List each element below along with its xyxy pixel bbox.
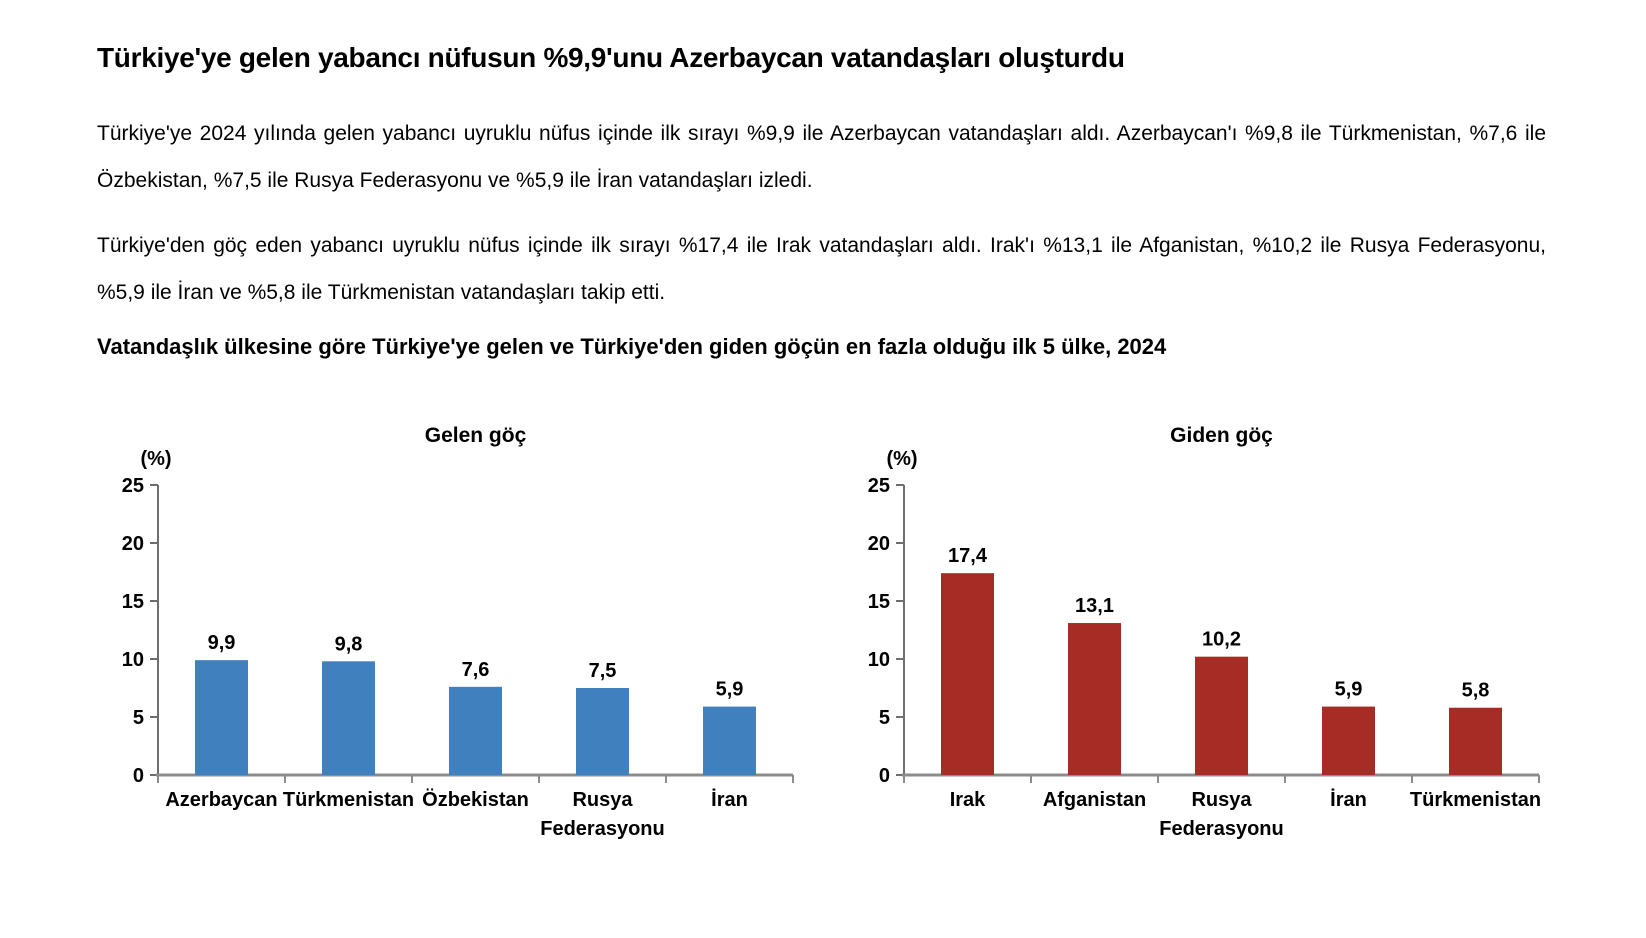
bar-turkmenistan xyxy=(322,661,375,775)
bar-rusya-federasyonu xyxy=(1195,656,1248,775)
y-tick-label: 20 xyxy=(122,533,144,555)
bar-ozbekistan xyxy=(449,686,502,775)
value-label: 5,9 xyxy=(716,679,744,701)
chart-title: Giden göç xyxy=(1170,424,1273,447)
category-label: Irak xyxy=(950,789,986,811)
y-tick-label: 15 xyxy=(122,591,144,613)
category-label: Rusya xyxy=(572,789,633,811)
value-label: 9,9 xyxy=(208,632,236,654)
bar-rusya-federasyonu xyxy=(576,688,629,775)
y-tick-label: 25 xyxy=(868,475,890,497)
paragraph-incoming-migration: Türkiye'ye 2024 yılında gelen yabancı uy… xyxy=(97,122,1546,192)
category-label: İran xyxy=(1330,788,1367,811)
page-title: Türkiye'ye gelen yabancı nüfusun %9,9'un… xyxy=(97,42,1125,73)
value-label: 13,1 xyxy=(1075,595,1114,617)
y-tick-label: 25 xyxy=(122,475,144,497)
bar-chart-svg-gelen-goc: Gelen göç (%) 0 5 10 15 20 25 9,9 Azerbaycan 9,8 Tü… xyxy=(122,424,794,840)
bar-irak xyxy=(941,573,994,775)
bar-turkmenistan xyxy=(1449,707,1502,775)
bar-i-ran xyxy=(1322,706,1375,775)
y-tick-label: 15 xyxy=(868,591,890,613)
category-label: İran xyxy=(711,788,748,811)
category-label: Azerbaycan xyxy=(165,789,277,811)
bar-afganistan xyxy=(1068,623,1121,775)
category-label: Rusya xyxy=(1191,789,1252,811)
paragraph-outgoing-migration: Türkiye'den göç eden yabancı uyruklu nüf… xyxy=(97,234,1546,304)
chart-title: Gelen göç xyxy=(425,424,527,447)
chart-outgoing-migration: Giden göç (%) 0 5 10 15 20 25 17,4 Irak 13,1 Afgani… xyxy=(843,402,1546,847)
y-tick-label: 5 xyxy=(879,707,890,729)
bar-azerbaycan xyxy=(195,660,248,775)
value-label: 7,6 xyxy=(462,659,490,681)
charts-row: Gelen göç (%) 0 5 10 15 20 25 9,9 Azerbaycan 9,8 Tü… xyxy=(97,402,1546,847)
category-label: Federasyonu xyxy=(1159,818,1283,840)
value-label: 5,8 xyxy=(1462,680,1490,702)
y-tick-label: 20 xyxy=(868,533,890,555)
y-tick-label: 10 xyxy=(868,649,890,671)
bar-chart-svg-giden-goc: Giden göç (%) 0 5 10 15 20 25 17,4 Irak 13,1 Afgani… xyxy=(868,424,1541,840)
page-content: Türkiye'ye gelen yabancı nüfusun %9,9'un… xyxy=(0,42,1643,847)
value-label: 7,5 xyxy=(589,660,617,682)
y-tick-label: 10 xyxy=(122,649,144,671)
category-label: Türkmenistan xyxy=(283,789,414,811)
unit-label: (%) xyxy=(886,448,917,470)
value-label: 5,9 xyxy=(1335,679,1363,701)
bar-i-ran xyxy=(703,706,756,775)
value-label: 9,8 xyxy=(335,633,363,655)
y-tick-label: 0 xyxy=(879,765,890,787)
value-label: 17,4 xyxy=(948,545,988,567)
chart-incoming-migration: Gelen göç (%) 0 5 10 15 20 25 9,9 Azerbaycan 9,8 Tü… xyxy=(97,402,800,847)
category-label: Türkmenistan xyxy=(1410,789,1541,811)
category-label: Federasyonu xyxy=(540,818,664,840)
category-label: Özbekistan xyxy=(422,788,529,811)
value-label: 10,2 xyxy=(1202,629,1241,651)
category-label: Afganistan xyxy=(1043,789,1146,811)
chart-section-heading: Vatandaşlık ülkesine göre Türkiye'ye gel… xyxy=(97,334,1167,359)
unit-label: (%) xyxy=(140,448,171,470)
y-tick-label: 0 xyxy=(133,765,144,787)
y-tick-label: 5 xyxy=(133,707,144,729)
